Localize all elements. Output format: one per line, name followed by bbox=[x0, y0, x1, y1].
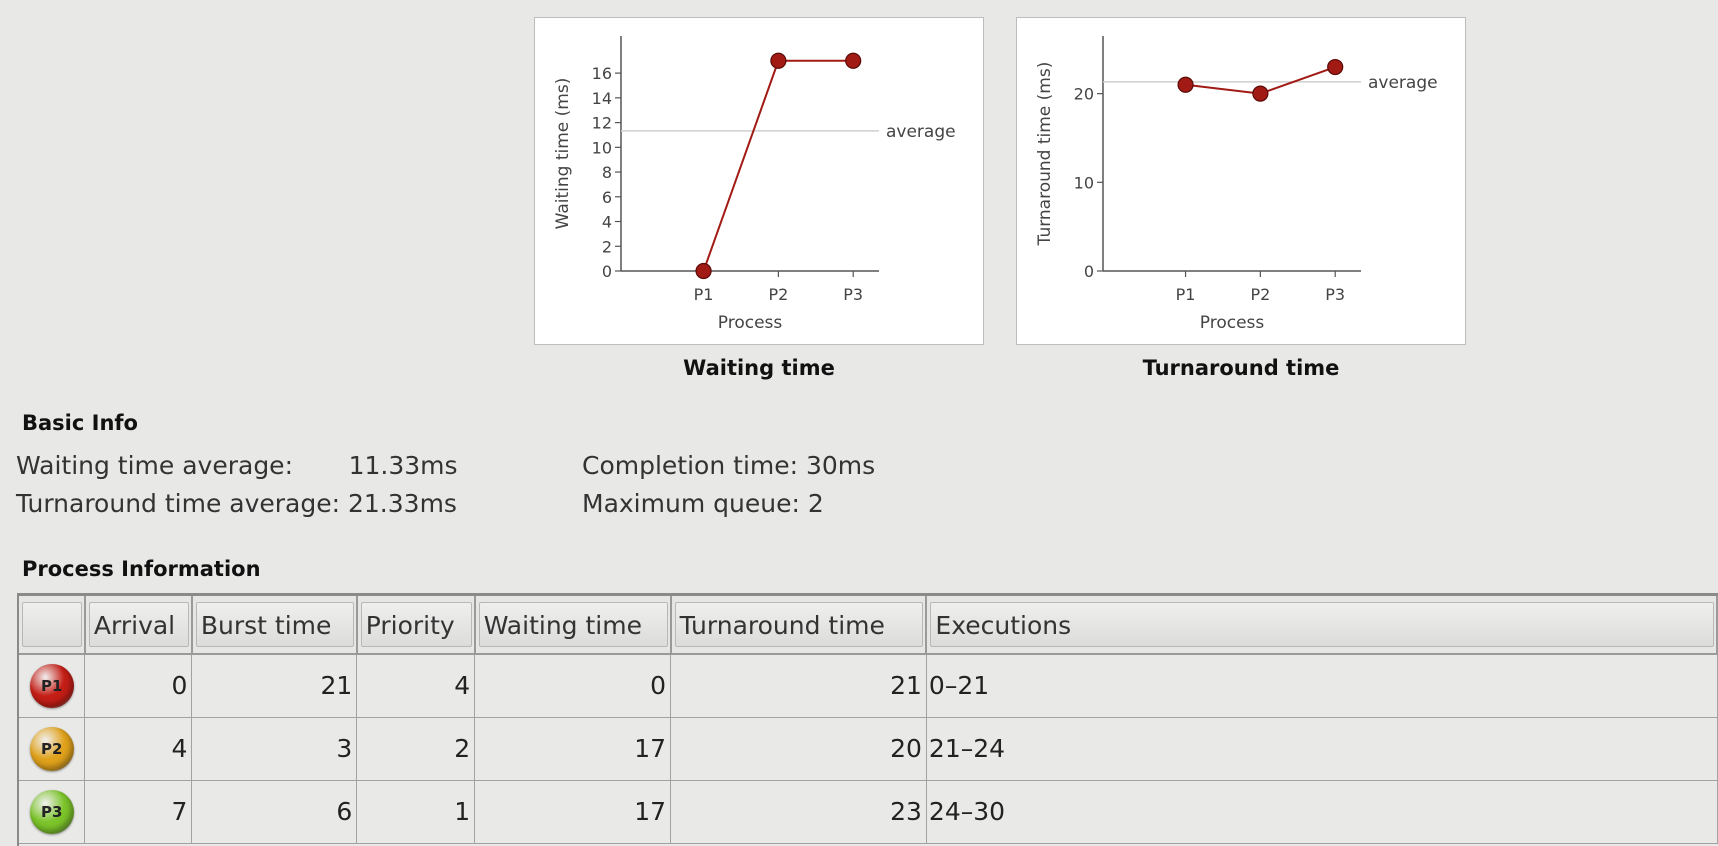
col-header-priority-label: Priority bbox=[360, 602, 472, 647]
turnaround-time-chart-svg: 0 10 20 P1 P2 P3 Process Turnaround time (ms) av… bbox=[1035, 36, 1438, 333]
col-header-executions-label: Executions bbox=[930, 602, 1714, 647]
data-point bbox=[845, 52, 862, 69]
x-tick-label: P2 bbox=[768, 285, 788, 304]
data-point bbox=[1252, 85, 1269, 102]
x-tick-label: P2 bbox=[1250, 285, 1270, 304]
completion-time: Completion time: 30ms bbox=[582, 451, 876, 480]
y-axis-label: Waiting time (ms) bbox=[553, 78, 573, 230]
average-label: average bbox=[886, 122, 956, 142]
priority-cell: 1 bbox=[356, 780, 476, 844]
y-tick-label: 16 bbox=[592, 64, 612, 83]
waiting-time-chart: 0 2 4 6 8 10 12 14 16 P1 P2 P3 Process Waiting time (… bbox=[534, 17, 984, 345]
process-badge-cell: P2 bbox=[19, 717, 86, 781]
burst-time-cell: 21 bbox=[191, 654, 358, 718]
x-tick-label: P3 bbox=[1325, 285, 1345, 304]
executions-cell: 21–24 bbox=[926, 717, 1718, 781]
waiting-time-cell: 17 bbox=[474, 780, 672, 844]
executions-cell: 0–21 bbox=[926, 654, 1718, 718]
executions-cell: 24–30 bbox=[926, 780, 1718, 844]
y-tick-label: 20 bbox=[1074, 85, 1094, 104]
table-row[interactable]: P1 0 21 4 0 21 0–21 bbox=[19, 654, 1718, 718]
arrival-cell: 7 bbox=[84, 780, 193, 844]
process-badge-icon: P2 bbox=[29, 726, 74, 771]
arrival-cell: 4 bbox=[84, 717, 193, 781]
process-information-title: Process Information bbox=[22, 557, 261, 581]
process-badge-cell: P3 bbox=[19, 780, 86, 844]
turnaround-time-cell: 20 bbox=[670, 717, 927, 781]
process-table: Arrival Burst time Priority Waiting time… bbox=[17, 593, 1718, 846]
y-tick-label: 8 bbox=[602, 163, 612, 182]
x-tick-label: P1 bbox=[694, 285, 714, 304]
col-header-burst-time-label: Burst time bbox=[195, 602, 354, 647]
table-header-row: Arrival Burst time Priority Waiting time… bbox=[19, 596, 1718, 655]
x-tick-label: P3 bbox=[843, 285, 863, 304]
waiting-time-average: Waiting time average: 11.33ms bbox=[16, 451, 458, 480]
burst-time-cell: 6 bbox=[191, 780, 358, 844]
col-header-turnaround-time[interactable]: Turnaround time bbox=[670, 596, 928, 655]
arrival-cell: 0 bbox=[84, 654, 193, 718]
data-point bbox=[1327, 58, 1344, 76]
process-badge-icon: P1 bbox=[29, 663, 74, 708]
burst-time-cell: 3 bbox=[191, 717, 358, 781]
average-label: average bbox=[1368, 73, 1438, 93]
x-axis-label: Process bbox=[1200, 313, 1265, 333]
data-point bbox=[770, 52, 787, 69]
y-tick-label: 2 bbox=[602, 237, 612, 256]
col-header-process-label bbox=[22, 602, 82, 647]
priority-cell: 2 bbox=[356, 717, 476, 781]
y-tick-label: 14 bbox=[592, 89, 612, 108]
priority-cell: 4 bbox=[356, 654, 476, 718]
table-row[interactable]: P3 7 6 1 17 23 24–30 bbox=[19, 780, 1718, 844]
col-header-burst-time[interactable]: Burst time bbox=[191, 596, 358, 655]
turnaround-time-caption: Turnaround time bbox=[1142, 356, 1340, 380]
data-point bbox=[695, 262, 712, 280]
y-tick-label: 10 bbox=[1074, 173, 1094, 192]
table-row[interactable]: P2 4 3 2 17 20 21–24 bbox=[19, 717, 1718, 781]
waiting-time-cell: 0 bbox=[474, 654, 672, 718]
maximum-queue: Maximum queue: 2 bbox=[582, 489, 824, 518]
series-line bbox=[702, 59, 854, 272]
col-header-arrival-label: Arrival bbox=[88, 602, 189, 647]
turnaround-time-cell: 21 bbox=[670, 654, 927, 718]
turnaround-time-chart: 0 10 20 P1 P2 P3 Process Turnaround time (ms) av… bbox=[1016, 17, 1466, 345]
waiting-time-chart-svg: 0 2 4 6 8 10 12 14 16 P1 P2 P3 Process Waiting time (… bbox=[553, 36, 956, 333]
y-tick-label: 4 bbox=[602, 213, 612, 232]
waiting-time-caption: Waiting time bbox=[683, 356, 835, 380]
turnaround-time-average: Turnaround time average: 21.33ms bbox=[16, 489, 457, 518]
y-tick-label: 12 bbox=[592, 114, 612, 133]
process-badge-icon: P3 bbox=[29, 789, 74, 834]
col-header-waiting-time[interactable]: Waiting time bbox=[474, 596, 672, 655]
data-point bbox=[1177, 76, 1194, 93]
y-tick-label: 10 bbox=[592, 138, 612, 157]
basic-info-title: Basic Info bbox=[22, 411, 138, 435]
col-header-waiting-time-label: Waiting time bbox=[478, 602, 668, 647]
y-axis-label: Turnaround time (ms) bbox=[1035, 62, 1055, 247]
col-header-turnaround-time-label: Turnaround time bbox=[674, 602, 924, 647]
turnaround-time-cell: 23 bbox=[670, 780, 927, 844]
waiting-time-cell: 17 bbox=[474, 717, 672, 781]
x-axis-label: Process bbox=[718, 313, 783, 333]
process-badge-cell: P1 bbox=[19, 654, 86, 718]
y-tick-label: 6 bbox=[602, 188, 612, 207]
col-header-priority[interactable]: Priority bbox=[356, 596, 476, 655]
y-tick-label: 0 bbox=[1084, 262, 1094, 281]
col-header-process[interactable] bbox=[19, 596, 86, 655]
x-tick-label: P1 bbox=[1176, 285, 1196, 304]
col-header-arrival[interactable]: Arrival bbox=[84, 596, 193, 655]
col-header-executions[interactable]: Executions bbox=[926, 596, 1718, 655]
y-tick-label: 0 bbox=[602, 262, 612, 281]
